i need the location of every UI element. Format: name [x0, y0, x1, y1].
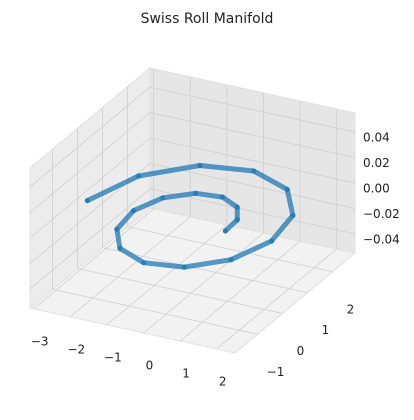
point — [135, 173, 142, 179]
point — [234, 204, 240, 210]
z-tick-label: 0.04 — [363, 131, 390, 145]
x-tick-label: 2 — [219, 374, 227, 388]
point — [228, 257, 234, 263]
point — [219, 194, 226, 200]
point — [197, 162, 203, 169]
point — [114, 226, 120, 232]
x-tick-label: −3 — [31, 334, 49, 348]
point — [284, 186, 290, 193]
point — [234, 217, 240, 223]
y-tick-label: 1 — [322, 323, 330, 337]
chart-title: Swiss Roll Manifold — [141, 11, 274, 27]
x-tick-label: 0 — [146, 358, 154, 372]
point — [268, 238, 275, 244]
grid-line — [29, 137, 356, 239]
point — [141, 260, 147, 266]
point — [117, 245, 123, 251]
point — [251, 168, 257, 174]
point — [181, 264, 187, 270]
grid-line — [29, 86, 356, 188]
z-tick-label: 0.00 — [363, 182, 390, 196]
x-tick-label: −2 — [67, 342, 85, 356]
point — [192, 190, 199, 196]
y-tick-label: 0 — [297, 344, 305, 358]
y-tick-label: −1 — [267, 365, 285, 379]
y-tick-label: 2 — [347, 302, 355, 316]
x-tick-label: −1 — [104, 350, 122, 364]
z-tick-label: −0.02 — [363, 207, 400, 221]
point — [160, 195, 166, 201]
point — [290, 212, 296, 219]
x-tick-label: 1 — [182, 366, 190, 380]
z-tick-label: −0.04 — [363, 232, 400, 246]
point — [84, 197, 90, 204]
point — [130, 208, 137, 214]
grid-line — [29, 112, 356, 213]
z-tick-label: 0.02 — [363, 156, 390, 170]
point — [222, 228, 228, 234]
